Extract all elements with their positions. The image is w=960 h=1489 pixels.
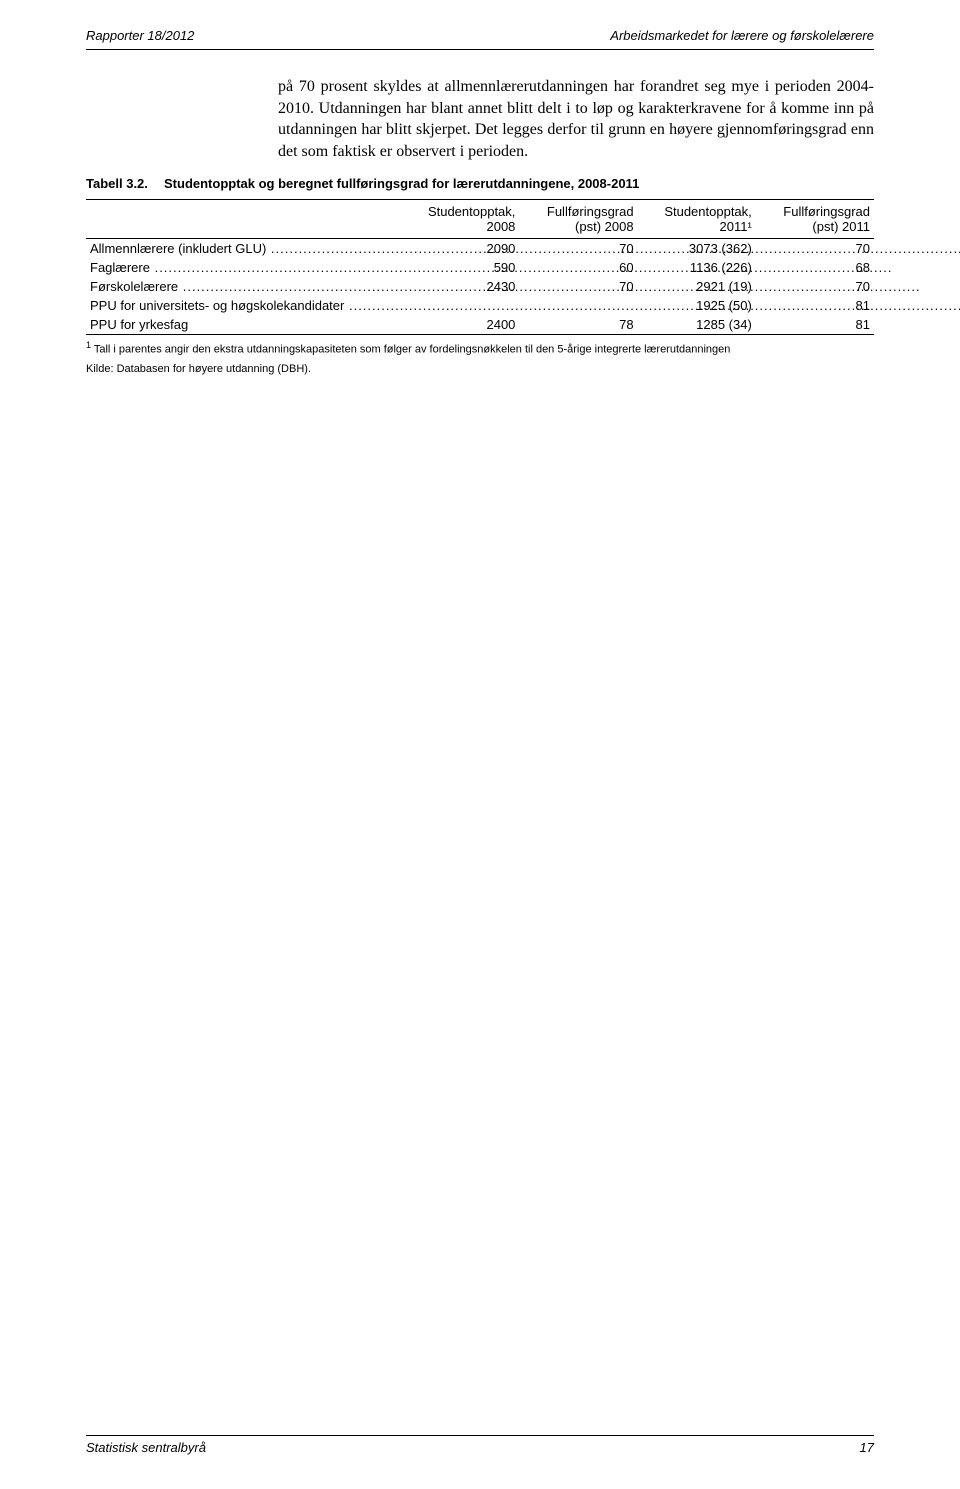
table-row: PPU for yrkesfag 2400 78 1285 (34) 81 xyxy=(86,315,874,335)
data-table: Studentopptak,2008 Fullføringsgrad(pst) … xyxy=(86,199,874,335)
table-row: Allmennlærere (inkludert GLU) 2090 70 30… xyxy=(86,239,874,259)
table-caption: Tabell 3.2. Studentopptak og beregnet fu… xyxy=(86,176,874,191)
cell: 2400 xyxy=(409,315,519,335)
header-right: Arbeidsmarkedet for lærere og førskolelæ… xyxy=(610,28,874,43)
footer-left: Statistisk sentralbyrå xyxy=(86,1440,206,1455)
page-header: Rapporter 18/2012 Arbeidsmarkedet for læ… xyxy=(86,28,874,43)
header-rule xyxy=(86,49,874,50)
footer-rule xyxy=(86,1435,874,1436)
table-caption-label: Tabell 3.2. xyxy=(86,176,164,191)
table-caption-text: Studentopptak og beregnet fullføringsgra… xyxy=(164,176,639,191)
page: Rapporter 18/2012 Arbeidsmarkedet for læ… xyxy=(0,0,960,1489)
row-label: Allmennlærere (inkludert GLU) xyxy=(86,239,409,259)
table-body: Allmennlærere (inkludert GLU) 2090 70 30… xyxy=(86,239,874,335)
header-left: Rapporter 18/2012 xyxy=(86,28,194,43)
table-footnote-1: 1 Tall i parentes angir den ekstra utdan… xyxy=(86,339,874,358)
cell: 78 xyxy=(519,315,637,335)
row-label: PPU for universitets- og høgskolekandida… xyxy=(86,296,409,315)
footnote-text: Tall i parentes angir den ekstra utdanni… xyxy=(91,344,730,356)
table-header-row: Studentopptak,2008 Fullføringsgrad(pst) … xyxy=(86,200,874,239)
th-4: Fullføringsgrad(pst) 2011 xyxy=(756,200,874,239)
th-0 xyxy=(86,200,409,239)
body-paragraph: på 70 prosent skyldes at allmennlærerutd… xyxy=(278,76,874,162)
row-label: Førskolelærere xyxy=(86,277,409,296)
table-row: Førskolelærere 2430 70 2921 (19) 70 xyxy=(86,277,874,296)
table-row: Faglærere 590 60 1136 (226) 68 xyxy=(86,258,874,277)
th-1: Studentopptak,2008 xyxy=(409,200,519,239)
cell: 1285 (34) xyxy=(638,315,756,335)
table-wrap: Studentopptak,2008 Fullføringsgrad(pst) … xyxy=(86,199,874,376)
row-label: Faglærere xyxy=(86,258,409,277)
row-label: PPU for yrkesfag xyxy=(86,315,409,335)
th-3: Studentopptak,2011¹ xyxy=(638,200,756,239)
page-footer: Statistisk sentralbyrå 17 xyxy=(86,1435,874,1455)
cell: 81 xyxy=(756,315,874,335)
table-row: PPU for universitets- og høgskolekandida… xyxy=(86,296,874,315)
th-2: Fullføringsgrad(pst) 2008 xyxy=(519,200,637,239)
footer-row: Statistisk sentralbyrå 17 xyxy=(86,1440,874,1455)
footer-page-number: 17 xyxy=(860,1440,874,1455)
table-footnote-2: Kilde: Databasen for høyere utdanning (D… xyxy=(86,362,874,377)
